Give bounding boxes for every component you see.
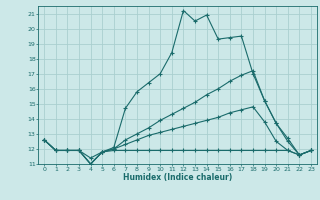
X-axis label: Humidex (Indice chaleur): Humidex (Indice chaleur) [123, 173, 232, 182]
